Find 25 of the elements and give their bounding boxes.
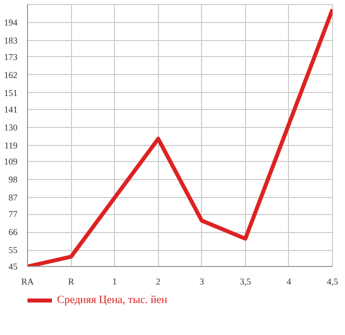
y-tick-label: 77	[8, 209, 18, 220]
y-tick-label: 119	[4, 140, 18, 150]
x-tick-label: 3,5	[240, 276, 252, 286]
x-tick-label: RA	[21, 276, 34, 286]
y-tick-label: 194	[4, 18, 18, 28]
y-tick-label: 87	[8, 192, 18, 203]
y-tick-label: 98	[8, 174, 18, 185]
line-series	[28, 7, 332, 266]
x-tick-label: 2	[156, 276, 160, 286]
x-tick-label: 1	[112, 276, 117, 286]
y-tick-label: 183	[4, 36, 18, 46]
x-tick-label: 4,5	[326, 276, 339, 286]
legend-label: Средняя Цена, тыс. йен	[57, 294, 168, 306]
y-tick-label: 173	[4, 52, 18, 62]
y-tick-label: 151	[4, 88, 18, 98]
y-tick-label: 55	[8, 245, 18, 256]
y-tick-label: 45	[8, 262, 18, 272]
x-tick-label: R	[68, 276, 74, 286]
y-tick-label: 162	[4, 70, 18, 80]
y-tick-label: 141	[4, 104, 18, 114]
x-tick-label: 3	[200, 276, 205, 286]
y-tick-label: 109	[4, 156, 18, 167]
y-tick-label: 66	[8, 227, 18, 238]
x-tick-label: 4	[286, 276, 292, 286]
y-tick-label: 130	[4, 122, 18, 132]
